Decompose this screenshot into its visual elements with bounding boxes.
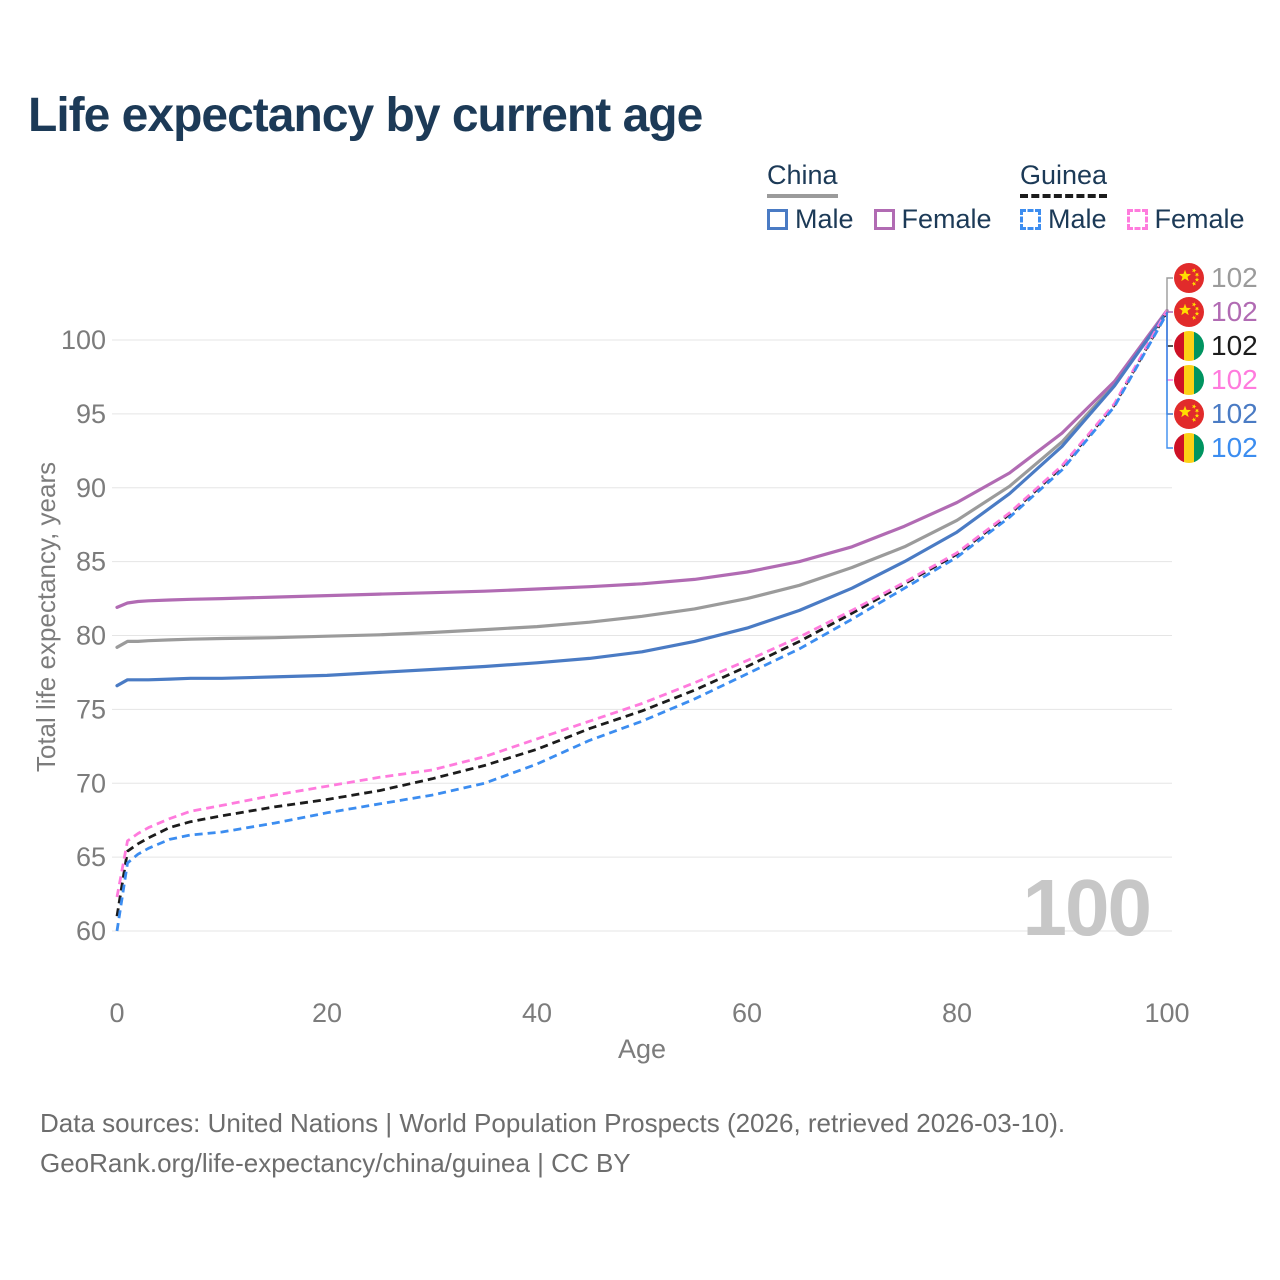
y-tick-label: 90	[76, 473, 106, 503]
series-line-china_male	[115, 310, 1169, 688]
y-tick-label: 85	[76, 547, 106, 577]
legend-item-china-female[interactable]: Female	[873, 204, 992, 235]
china-male-swatch	[767, 209, 788, 230]
end-label-row: 102	[1174, 398, 1258, 430]
y-tick-label: 100	[61, 325, 106, 355]
end-label-connector	[1166, 311, 1173, 449]
end-label-row: 102	[1174, 364, 1258, 396]
y-tick-label: 75	[76, 694, 106, 724]
x-tick-label: 20	[312, 998, 342, 1028]
age-watermark: 100	[1022, 863, 1152, 952]
end-value: 102	[1211, 262, 1258, 293]
legend-item-guinea-female[interactable]: Female	[1126, 204, 1245, 235]
legend-item-label: Female	[1154, 204, 1245, 234]
series-line-guinea_male	[115, 312, 1169, 932]
y-axis-title: Total life expectancy, years	[31, 461, 61, 773]
end-label-row: 102	[1174, 330, 1258, 362]
end-label-connector	[1166, 311, 1173, 415]
legend-group-china: China	[767, 160, 838, 198]
y-tick-label: 70	[76, 768, 106, 798]
end-value: 102	[1211, 330, 1258, 361]
end-label-row: 102	[1174, 262, 1258, 294]
attribution-text: GeoRank.org/life-expectancy/china/guinea…	[40, 1148, 631, 1178]
x-tick-label: 0	[109, 998, 124, 1028]
end-label-connector	[1166, 311, 1173, 347]
x-tick-label: 80	[942, 998, 972, 1028]
y-tick-label: 65	[76, 842, 106, 872]
end-label-row: 102	[1174, 296, 1258, 328]
end-value: 102	[1211, 296, 1258, 327]
page-title: Life expectancy by current age	[28, 89, 703, 142]
x-tick-label: 40	[522, 998, 552, 1028]
legend-items-china: Male Female	[767, 204, 992, 235]
legend-item-label: Female	[901, 204, 992, 234]
china-flag-icon	[1174, 263, 1204, 293]
legend-items-guinea: Male Female	[1020, 204, 1245, 235]
x-tick-label: 100	[1144, 998, 1189, 1028]
legend-group-guinea: Guinea	[1020, 160, 1108, 198]
legend-guinea-label[interactable]: Guinea	[1020, 160, 1108, 198]
data-sources-text: Data sources: United Nations | World Pop…	[40, 1108, 1066, 1138]
series-line-china_female	[115, 308, 1169, 609]
y-tick-label: 60	[76, 916, 106, 946]
end-value: 102	[1211, 432, 1258, 463]
x-axis-title: Age	[617, 1034, 667, 1064]
guinea-flag-icon	[1174, 433, 1204, 463]
series-line-guinea_female	[115, 309, 1169, 898]
legend-item-label: Male	[795, 204, 854, 234]
y-tick-label: 95	[76, 399, 106, 429]
legend-item-label: Male	[1048, 204, 1107, 234]
end-value: 102	[1211, 364, 1258, 395]
end-label-connector	[1166, 277, 1173, 312]
legend-item-guinea-male[interactable]: Male	[1020, 204, 1107, 235]
guinea-flag-icon	[1174, 331, 1204, 361]
legend-item-china-male[interactable]: Male	[767, 204, 854, 235]
china-flag-icon	[1174, 399, 1204, 429]
series-line-china_total	[115, 310, 1169, 649]
y-tick-label: 80	[76, 621, 106, 651]
china-female-swatch	[873, 209, 895, 230]
guinea-male-swatch	[1020, 209, 1041, 230]
legend-china-label[interactable]: China	[767, 160, 838, 198]
end-value: 102	[1211, 398, 1258, 429]
guinea-flag-icon	[1174, 365, 1204, 395]
x-tick-label: 60	[732, 998, 762, 1028]
guinea-female-swatch	[1126, 209, 1148, 230]
series-line-guinea_total	[115, 311, 1169, 917]
end-label-row: 102	[1174, 432, 1258, 464]
china-flag-icon	[1174, 297, 1204, 327]
